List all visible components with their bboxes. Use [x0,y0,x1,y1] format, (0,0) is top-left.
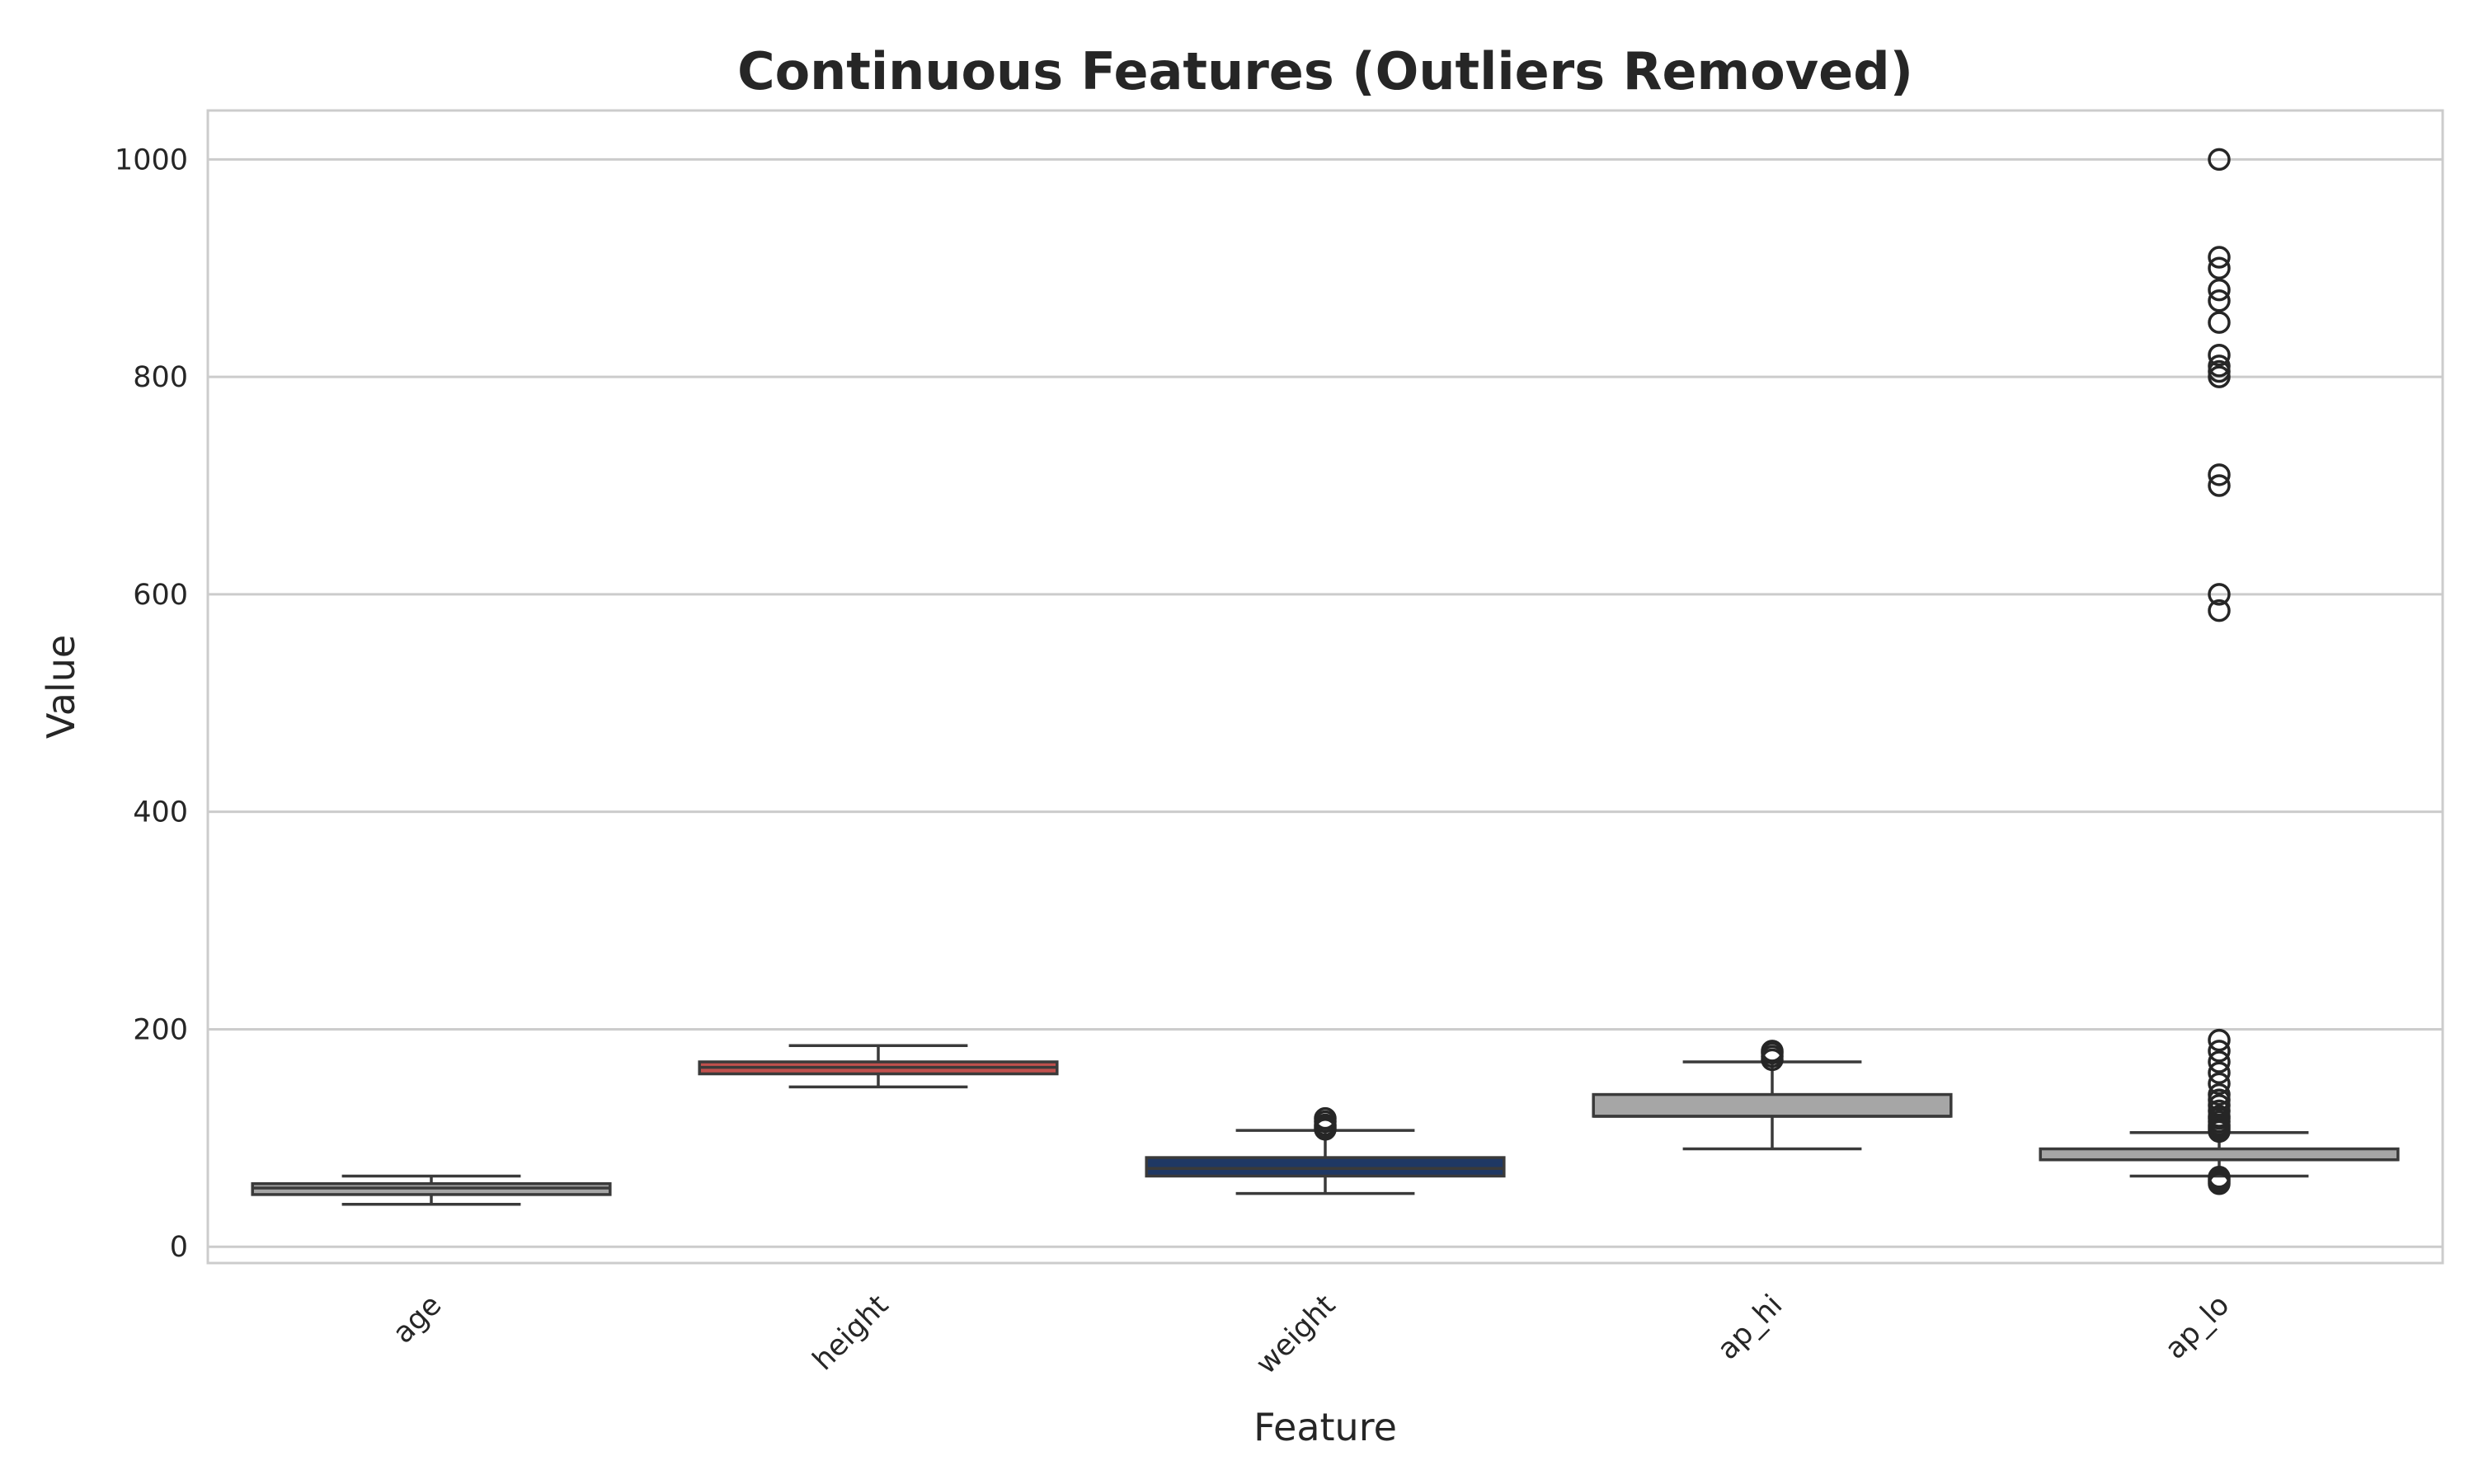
ap_lo-box [2039,1147,2400,1162]
ap_lo-outlier-17 [2208,1050,2231,1073]
ap_lo-outlier-27 [2208,343,2231,367]
box-weight [1145,1106,1506,1195]
ap_lo-outlier-21 [2208,583,2231,606]
box-ap_hi [1592,1040,1953,1151]
ap_hi-box [1592,1092,1953,1118]
ap_lo-outlier-3 [2208,1166,2231,1189]
ap_lo-outlier-29 [2208,289,2231,312]
ap_lo-outlier-15 [2208,1072,2231,1096]
ap_lo-outlier-23 [2208,463,2231,486]
y-tick-label-800: 800 [133,361,188,394]
y-tick-label-600: 600 [133,579,188,612]
y-axis-label: Value [39,635,83,739]
y-tick-label-400: 400 [133,796,188,829]
ap_hi-outlier-3 [1761,1040,1784,1063]
y-tick-label-1000: 1000 [115,143,188,176]
box-ap_lo [2039,148,2400,1195]
box-height [698,1044,1059,1089]
y-tick-label-0: 0 [170,1231,188,1264]
ap_lo-outlier-18 [2208,1040,2231,1063]
ap_lo-outlier-20 [2208,599,2231,622]
ap_lo-outlier-16 [2208,1061,2231,1084]
grid [208,157,2443,1248]
chart-title: Continuous Features (Outliers Removed) [737,41,1913,101]
ap_lo-outlier-31 [2208,256,2231,279]
plot-frame [206,109,2444,1265]
y-tick-labels: 0 200 400 600 800 1000 [115,143,188,1264]
weight-box [1145,1156,1506,1178]
ap_lo-outlier-22 [2208,474,2231,497]
ap_lo-outlier-14 [2208,1082,2231,1106]
weight-outlier-4 [1314,1106,1337,1130]
ap_lo-outlier-32 [2208,246,2231,269]
y-tick-label-200: 200 [133,1013,188,1046]
box-age [251,1174,612,1206]
ap_lo-outlier-28 [2208,311,2231,334]
ap_lo-outlier-19 [2208,1028,2231,1052]
boxes [251,148,2400,1206]
ap_lo-outlier-30 [2208,278,2231,302]
ap_lo-outlier-26 [2208,355,2231,378]
x-axis-label: Feature [1253,1405,1397,1449]
ap_lo-outlier-33 [2208,148,2231,171]
